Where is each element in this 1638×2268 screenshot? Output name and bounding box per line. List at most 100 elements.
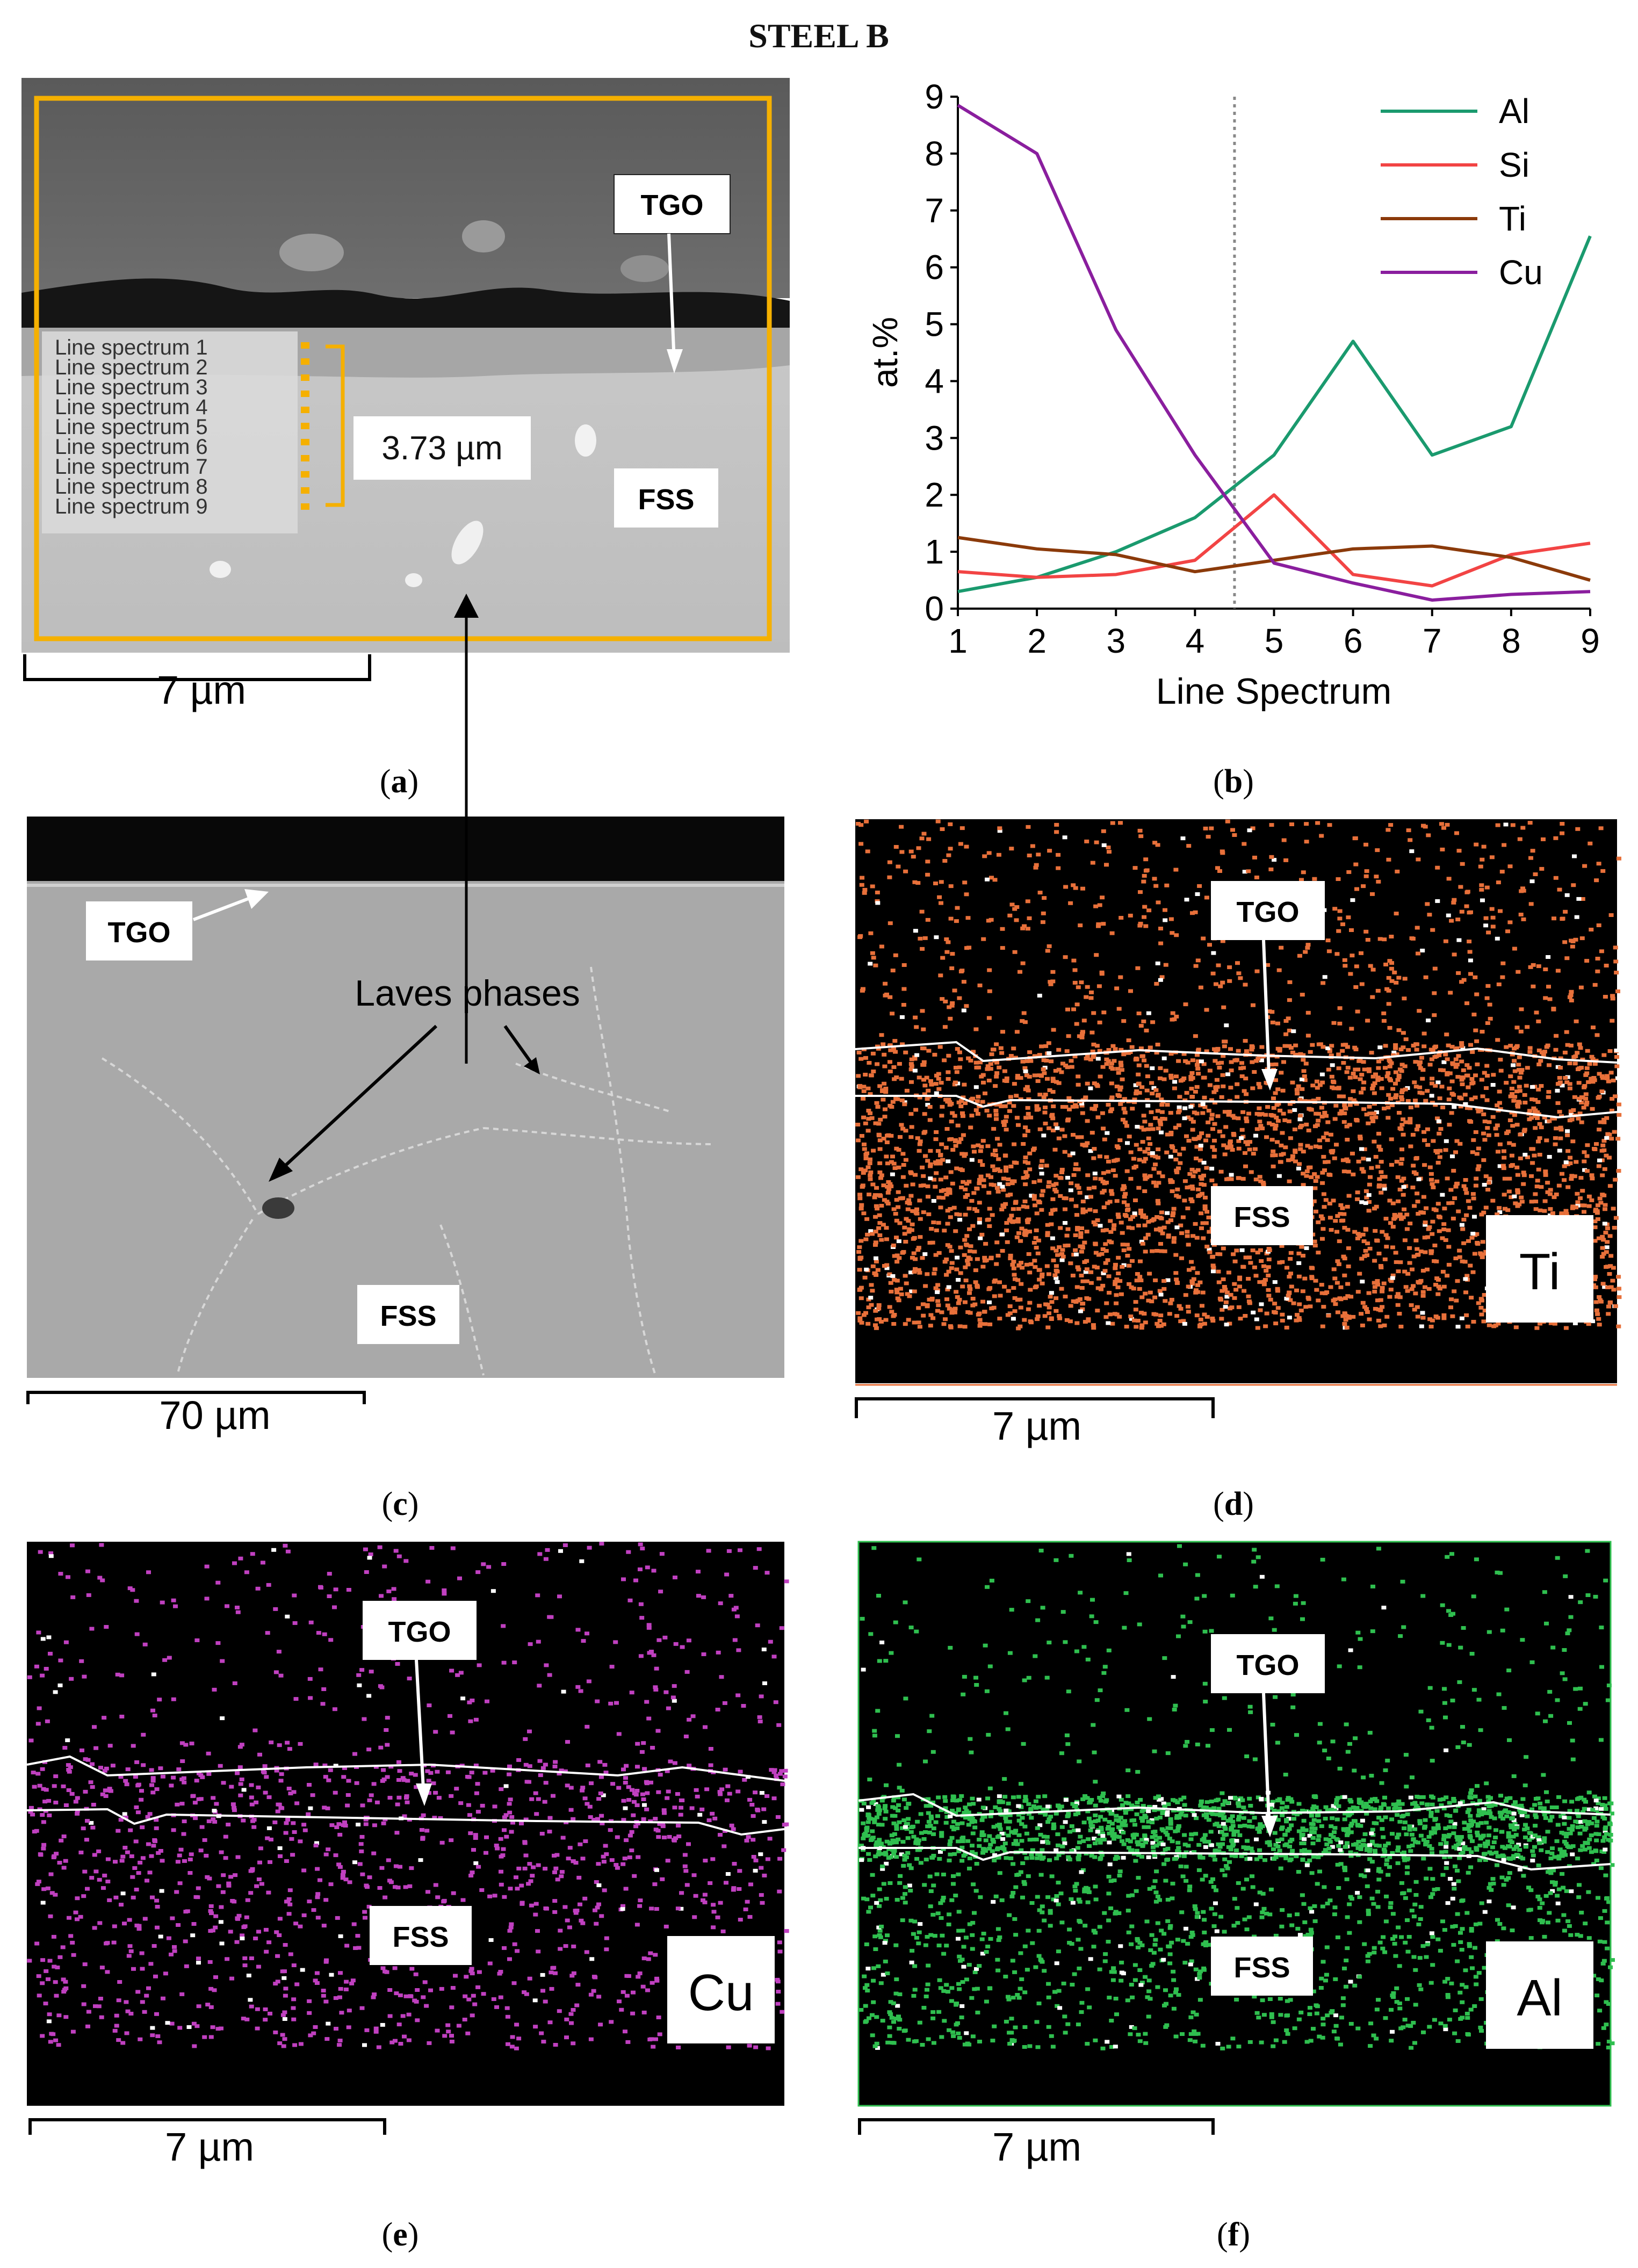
x-tick-label: 1 xyxy=(948,622,968,660)
panel-e-tgo-arrow xyxy=(415,1659,425,1789)
line-spectrum-label: Line spectrum 7 xyxy=(55,455,208,479)
y-tick-label: 0 xyxy=(925,589,944,628)
panel-a-thickness-label: 3.73 µm xyxy=(381,430,502,467)
panel-c-pore xyxy=(262,1197,294,1219)
panel-e-tgo-label-box xyxy=(363,1601,477,1660)
panel-f-tgo-boundary-lower xyxy=(858,1847,1611,1871)
arrow-head-icon xyxy=(454,594,479,618)
panel-a: Line spectrum 1 Line spectrum 2 Line spe… xyxy=(21,78,790,800)
legend-label-al: Al xyxy=(1499,92,1529,131)
chart-x-axis-label: Line Spectrum xyxy=(1156,671,1391,712)
line-spectrum-label: Line spectrum 5 xyxy=(55,415,208,439)
panel-a-scale-bar xyxy=(23,654,371,681)
panel-a-fss-label-box xyxy=(614,468,718,528)
panel-a-fss-label: FSS xyxy=(638,483,694,516)
line-spectrum-label: Line spectrum 4 xyxy=(55,395,208,419)
chart-y-axis-label: at.% xyxy=(865,317,905,388)
line-spectrum-label: Line spectrum 3 xyxy=(55,375,208,399)
panel-e-caption: (e) xyxy=(382,2216,419,2253)
panel-f-element-label-box xyxy=(1486,1941,1593,2049)
y-tick-label: 1 xyxy=(925,532,944,571)
panel-f-element-label: Al xyxy=(1517,1969,1562,2027)
panel-a-precipitate xyxy=(451,521,484,565)
y-tick-label: 5 xyxy=(925,305,944,344)
panel-a-caption: (a) xyxy=(380,763,418,800)
panel-f-caption: (f) xyxy=(1217,2216,1250,2253)
panel-e-scale-label: 7 µm xyxy=(165,2125,254,2169)
panel-d-tgo-boundary-upper xyxy=(855,1041,1618,1064)
panel-a-line-spectrum-legend-box xyxy=(42,331,298,533)
chart-legend: Al Si Ti Cu xyxy=(1381,92,1543,292)
panel-a-tgo-arrow xyxy=(667,233,676,363)
panel-f-scale-bar xyxy=(858,2118,1215,2135)
panel-e-scale-bar xyxy=(28,2118,386,2135)
x-tick-label: 8 xyxy=(1502,622,1521,660)
y-tick-label: 8 xyxy=(925,134,944,173)
panel-d-fss-label: FSS xyxy=(1233,1201,1290,1233)
y-tick-label: 3 xyxy=(925,418,944,457)
panel-c-fss-label: FSS xyxy=(380,1300,436,1332)
panel-e-fss-label-box xyxy=(370,1906,472,1965)
y-tick-label: 7 xyxy=(925,191,944,230)
legend-label-si: Si xyxy=(1499,146,1529,184)
line-spectrum-label: Line spectrum 2 xyxy=(55,356,208,379)
panel-c-laves-arrow xyxy=(278,1024,438,1173)
panel-c-tgo-arrow xyxy=(192,895,254,921)
arrow-head-icon xyxy=(244,889,269,909)
arrow-head-icon xyxy=(416,1783,432,1806)
x-tick-label: 2 xyxy=(1027,622,1047,660)
panel-c-tgo-label: TGO xyxy=(108,916,171,949)
x-tick-label: 3 xyxy=(1106,622,1125,660)
panel-c-caption: (c) xyxy=(382,1486,419,1522)
panel-e: TGO FSS Cu 7 µm (e) xyxy=(26,1542,789,2253)
panel-a-oxide-crack xyxy=(21,278,790,328)
series-line-ti xyxy=(957,536,1591,582)
panel-c-laves-arrow xyxy=(503,1025,533,1065)
panel-b-caption: (b) xyxy=(1213,763,1254,800)
x-tick-label: 4 xyxy=(1186,622,1205,660)
panel-d-element-label-box xyxy=(1486,1215,1593,1323)
panel-e-tgo-boundary-upper xyxy=(26,1755,785,1782)
x-tick-label: 5 xyxy=(1265,622,1284,660)
panel-a-scale-label: 7 µm xyxy=(157,668,246,712)
x-tick-label: 6 xyxy=(1344,622,1363,660)
panel-d-tgo-boundary-lower xyxy=(855,1095,1618,1119)
panel-e-fss-label: FSS xyxy=(392,1921,449,1953)
panel-a-spectrum-points xyxy=(301,342,309,510)
legend-label-cu: Cu xyxy=(1499,253,1543,292)
arrow-head-icon xyxy=(1261,1816,1278,1837)
series-line-cu xyxy=(957,104,1591,602)
panel-a-tgo-label-box xyxy=(614,174,731,234)
panel-a-inclusion xyxy=(462,220,505,252)
y-tick-label: 9 xyxy=(925,77,944,116)
panel-d-tgo-label: TGO xyxy=(1237,896,1300,928)
panel-a-thickness-label-box xyxy=(353,416,531,480)
arrow-head-icon xyxy=(1261,1069,1278,1090)
panel-d-fss-label-box xyxy=(1211,1186,1313,1245)
panel-e-tgo-boundary-lower xyxy=(26,1808,785,1836)
panel-a-tgo-label: TGO xyxy=(641,189,704,221)
panel-c: TGO Laves phases FSS 70 µm (c) xyxy=(26,594,784,1522)
panel-f-fss-label-box xyxy=(1211,1937,1313,1996)
panel-f: TGO FSS Al 7 µm (f) xyxy=(857,1541,1615,2253)
figure-title: STEEL B xyxy=(748,17,889,55)
panel-f-tgo-label-box xyxy=(1211,1634,1325,1693)
line-spectrum-label: Line spectrum 9 xyxy=(55,495,208,518)
arrow-head-icon xyxy=(524,1057,540,1074)
x-tick-label: 7 xyxy=(1423,622,1442,660)
panel-a-line-spectrum-legend: Line spectrum 1 Line spectrum 2 Line spe… xyxy=(55,336,208,518)
series-line-si xyxy=(957,493,1591,588)
legend-label-ti: Ti xyxy=(1499,199,1526,238)
panel-d-tgo-arrow xyxy=(1262,940,1271,1075)
line-spectrum-label: Line spectrum 6 xyxy=(55,435,208,459)
panel-c-scale-label: 70 µm xyxy=(159,1393,270,1438)
panel-a-precipitate xyxy=(575,424,596,457)
line-spectrum-label: Line spectrum 1 xyxy=(55,336,208,359)
panel-a-inclusion xyxy=(620,255,669,282)
panel-d-tgo-label-box xyxy=(1211,881,1325,940)
panel-d-dot-map xyxy=(855,819,1622,1331)
panel-f-tgo-label: TGO xyxy=(1237,1649,1300,1681)
panel-c-fss-label-box xyxy=(357,1285,459,1344)
